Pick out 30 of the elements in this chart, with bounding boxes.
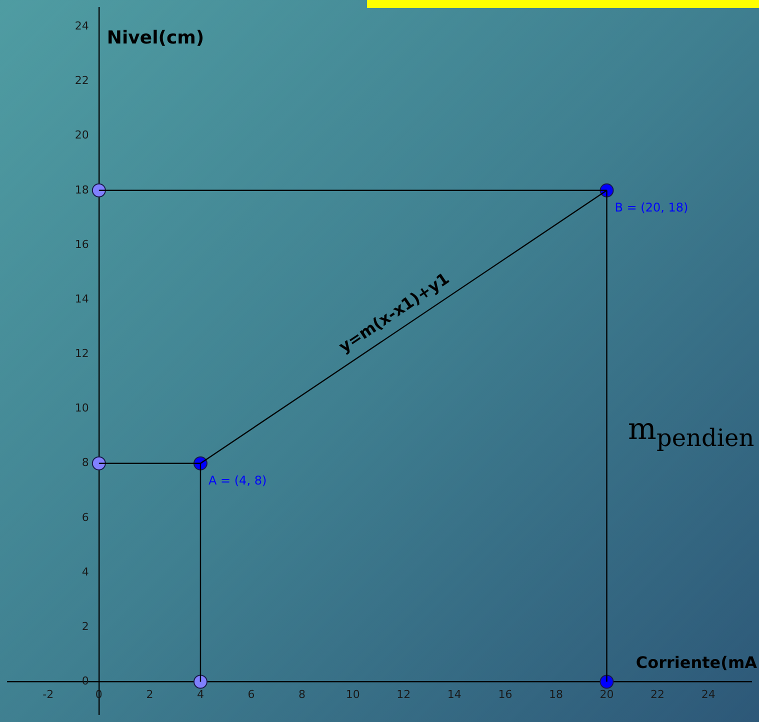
x-tick-label: 24 (701, 688, 716, 702)
y-tick-label: 16 (74, 238, 89, 251)
x-axis-title: Corriente(mA (636, 652, 758, 672)
x-tick-label: 14 (447, 688, 462, 702)
x-tick-label: 16 (498, 688, 512, 702)
annotation: A = (4, 8) (208, 473, 267, 488)
x-tick-label: 4 (196, 688, 204, 702)
y-tick-label: 4 (82, 565, 89, 578)
x-tick-label: 18 (548, 688, 563, 702)
x-tick-label: 2 (146, 688, 154, 702)
y-tick-label: 2 (82, 620, 89, 634)
y-axis-title: Nivel(cm) (106, 27, 204, 48)
x-tick-label: -2 (42, 688, 54, 702)
y-tick-label: 20 (74, 128, 89, 142)
y-tick-label: 10 (74, 402, 89, 415)
y-tick-label: 22 (74, 74, 89, 88)
x-tick-label: 6 (248, 688, 255, 702)
y-tick-label: 8 (82, 456, 89, 470)
y-tick-label: 24 (74, 19, 89, 32)
annotation: B = (20, 18) (614, 200, 688, 215)
y-tick-label: 14 (74, 292, 89, 306)
y-tick-label: 18 (74, 183, 89, 196)
y-tick-label: 12 (74, 347, 89, 360)
x-tick-label: 10 (346, 688, 360, 702)
x-tick-label: 8 (298, 688, 306, 702)
y-tick-label: 6 (82, 510, 89, 524)
annotation: m$_{pendien}$ (628, 412, 754, 452)
x-tick-label: 12 (396, 688, 411, 702)
x-tick-label: 22 (650, 688, 665, 702)
x-tick-label: 20 (600, 688, 614, 702)
